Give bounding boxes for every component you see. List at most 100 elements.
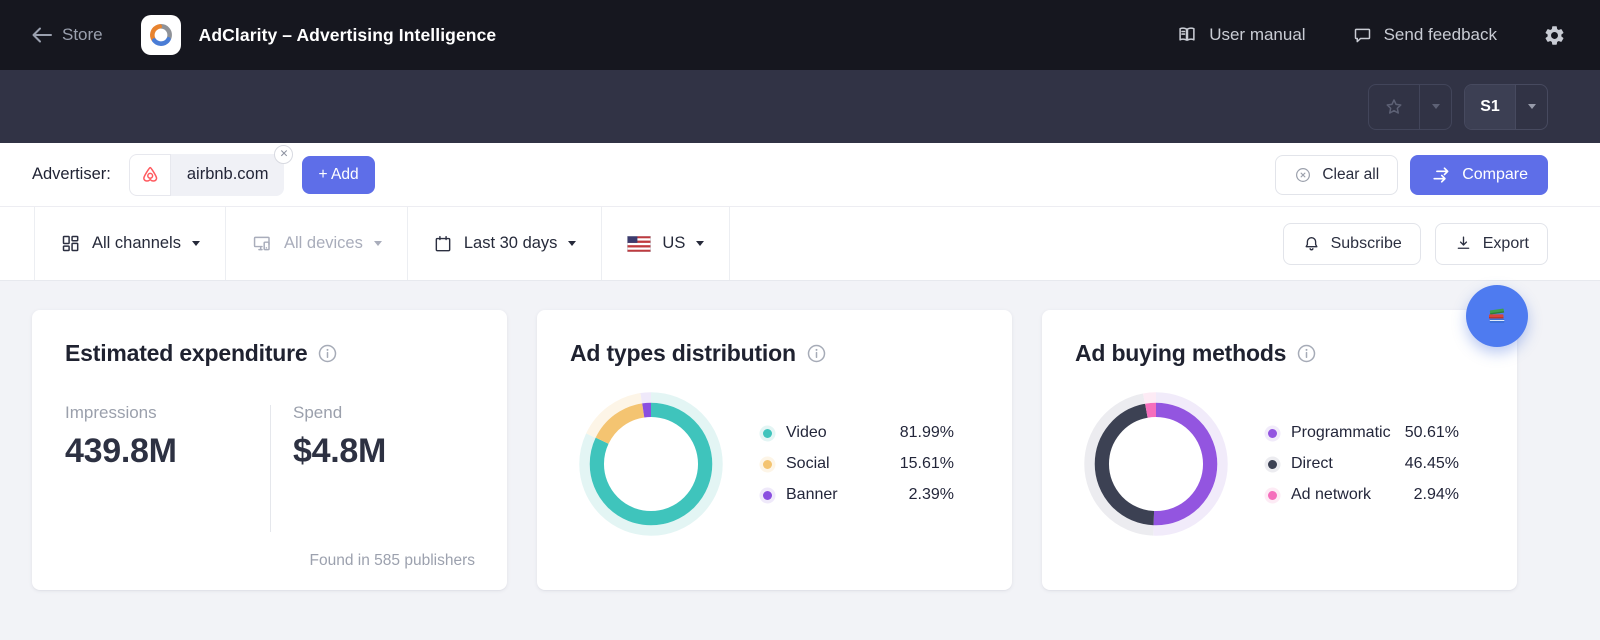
dashboard-content: Estimated expenditure Impressions 439.8M… — [0, 281, 1600, 590]
legend-value: 81.99% — [899, 424, 954, 441]
favorite-dropdown-button[interactable] — [1419, 84, 1451, 129]
publishers-count-note: Found in 585 publishers — [309, 552, 475, 569]
preset-dropdown-button[interactable] — [1515, 84, 1547, 129]
advertiser-bar: Advertiser: airbnb.com ✕ + Add Clear all… — [0, 143, 1600, 207]
spend-metric: Spend $4.8M — [271, 403, 386, 532]
help-resources-floating-button[interactable] — [1466, 285, 1528, 347]
devices-icon — [253, 236, 270, 251]
ad-types-distribution-card: Ad types distribution Video 81.99% Social 1… — [537, 310, 1012, 590]
compare-button[interactable]: Compare — [1410, 154, 1548, 195]
settings-button[interactable] — [1543, 24, 1566, 47]
us-flag-icon — [627, 235, 652, 252]
books-icon — [1489, 308, 1505, 323]
impressions-value: 439.8M — [65, 432, 177, 470]
legend-dot — [1268, 428, 1277, 438]
advertiser-label: Advertiser: — [32, 165, 111, 183]
legend-label: Video — [786, 424, 827, 441]
legend-item-social[interactable]: Social 15.61% — [763, 455, 954, 473]
spend-label: Spend — [293, 403, 343, 422]
preset-split-button: S1 — [1464, 83, 1548, 130]
top-header: Store AdClarity – Advertising Intelligen… — [0, 0, 1600, 70]
airbnb-logo-icon — [142, 166, 158, 182]
gear-icon — [1545, 25, 1564, 45]
clear-all-button[interactable]: Clear all — [1275, 154, 1399, 195]
advertiser-chip[interactable]: airbnb.com ✕ — [128, 144, 294, 196]
card-title: Ad buying methods — [1075, 340, 1287, 366]
date-range-filter-label: Last 30 days — [463, 234, 558, 252]
subscribe-label: Subscribe — [1330, 234, 1402, 252]
book-icon — [1179, 27, 1195, 41]
legend-item-direct[interactable]: Direct 46.45% — [1268, 455, 1459, 473]
impressions-label: Impressions — [65, 403, 157, 422]
advertiser-favicon — [128, 153, 171, 196]
legend-dot — [1268, 490, 1277, 500]
spend-value: $4.8M — [293, 432, 386, 470]
channels-filter-label: All channels — [92, 234, 181, 252]
ad-types-legend: Video 81.99% Social 15.61% Banner 2.39% — [763, 411, 954, 517]
ad-buying-methods-card: Ad buying methods Programmatic 50.61% Dire… — [1042, 310, 1517, 590]
legend-item-programmatic[interactable]: Programmatic 50.61% — [1268, 424, 1459, 442]
advertiser-domain: airbnb.com — [170, 153, 285, 196]
clear-all-label: Clear all — [1322, 165, 1380, 183]
legend-label: Ad network — [1291, 486, 1372, 503]
chevron-down-icon — [1527, 104, 1536, 109]
download-icon — [1457, 236, 1470, 249]
legend-label: Banner — [786, 486, 838, 503]
legend-label: Programmatic — [1291, 424, 1391, 441]
legend-item-ad-network[interactable]: Ad network 2.94% — [1268, 486, 1459, 504]
chevron-down-icon — [1431, 104, 1440, 109]
country-filter-dropdown[interactable]: US — [602, 207, 731, 280]
legend-dot — [763, 490, 772, 500]
preset-button[interactable]: S1 — [1465, 84, 1515, 129]
compare-arrows-icon — [1433, 166, 1449, 183]
filter-bar-lead-divider — [0, 207, 35, 280]
user-manual-link[interactable]: User manual — [1176, 24, 1306, 46]
clear-circle-x-icon — [1296, 167, 1311, 182]
ad-buying-methods-legend: Programmatic 50.61% Direct 46.45% Ad network… — [1268, 411, 1459, 517]
legend-dot — [763, 428, 772, 438]
adclarity-logo — [140, 15, 181, 55]
devices-filter-dropdown[interactable]: All devices — [226, 207, 408, 280]
impressions-metric: Impressions 439.8M — [65, 403, 270, 532]
ad-types-donut-chart[interactable] — [575, 388, 727, 540]
legend-item-video[interactable]: Video 81.99% — [763, 424, 954, 442]
channels-grid-icon — [62, 235, 79, 252]
user-manual-label: User manual — [1209, 25, 1306, 44]
chevron-down-icon — [568, 241, 577, 246]
filter-bar: All channels All devices Last 30 days — [0, 207, 1600, 281]
info-icon[interactable] — [807, 344, 826, 363]
add-advertiser-button[interactable]: + Add — [302, 155, 375, 194]
preset-label: S1 — [1480, 97, 1500, 115]
bell-icon — [1305, 236, 1318, 250]
card-title: Ad types distribution — [570, 340, 796, 366]
channels-filter-dropdown[interactable]: All channels — [35, 207, 226, 280]
devices-filter-label: All devices — [283, 234, 363, 252]
export-button[interactable]: Export — [1434, 222, 1548, 265]
date-range-filter-dropdown[interactable]: Last 30 days — [408, 207, 603, 280]
export-label: Export — [1482, 234, 1529, 252]
back-to-store-link[interactable]: Store — [32, 25, 103, 45]
filter-bar-actions: Subscribe Export — [1282, 207, 1600, 280]
back-to-store-label: Store — [62, 25, 103, 44]
legend-dot — [763, 459, 772, 469]
feedback-bubble-icon — [1354, 28, 1370, 42]
legend-value: 46.45% — [1404, 455, 1459, 472]
remove-advertiser-button[interactable]: ✕ — [274, 144, 294, 164]
info-icon[interactable] — [318, 344, 337, 363]
sub-header: S1 — [0, 70, 1600, 143]
card-title: Estimated expenditure — [65, 340, 308, 366]
legend-value: 15.61% — [899, 455, 954, 472]
info-icon[interactable] — [1297, 344, 1316, 363]
send-feedback-label: Send feedback — [1383, 25, 1497, 44]
legend-value: 2.39% — [908, 486, 954, 503]
favorite-split-button — [1368, 83, 1452, 130]
favorite-button[interactable] — [1369, 85, 1419, 129]
subscribe-button[interactable]: Subscribe — [1282, 222, 1421, 265]
metric-divider — [270, 405, 271, 532]
send-feedback-link[interactable]: Send feedback — [1352, 25, 1497, 46]
ad-buying-methods-donut-chart[interactable] — [1080, 388, 1232, 540]
legend-item-banner[interactable]: Banner 2.39% — [763, 486, 954, 504]
calendar-icon — [435, 235, 451, 251]
estimated-expenditure-card: Estimated expenditure Impressions 439.8M… — [32, 310, 507, 590]
